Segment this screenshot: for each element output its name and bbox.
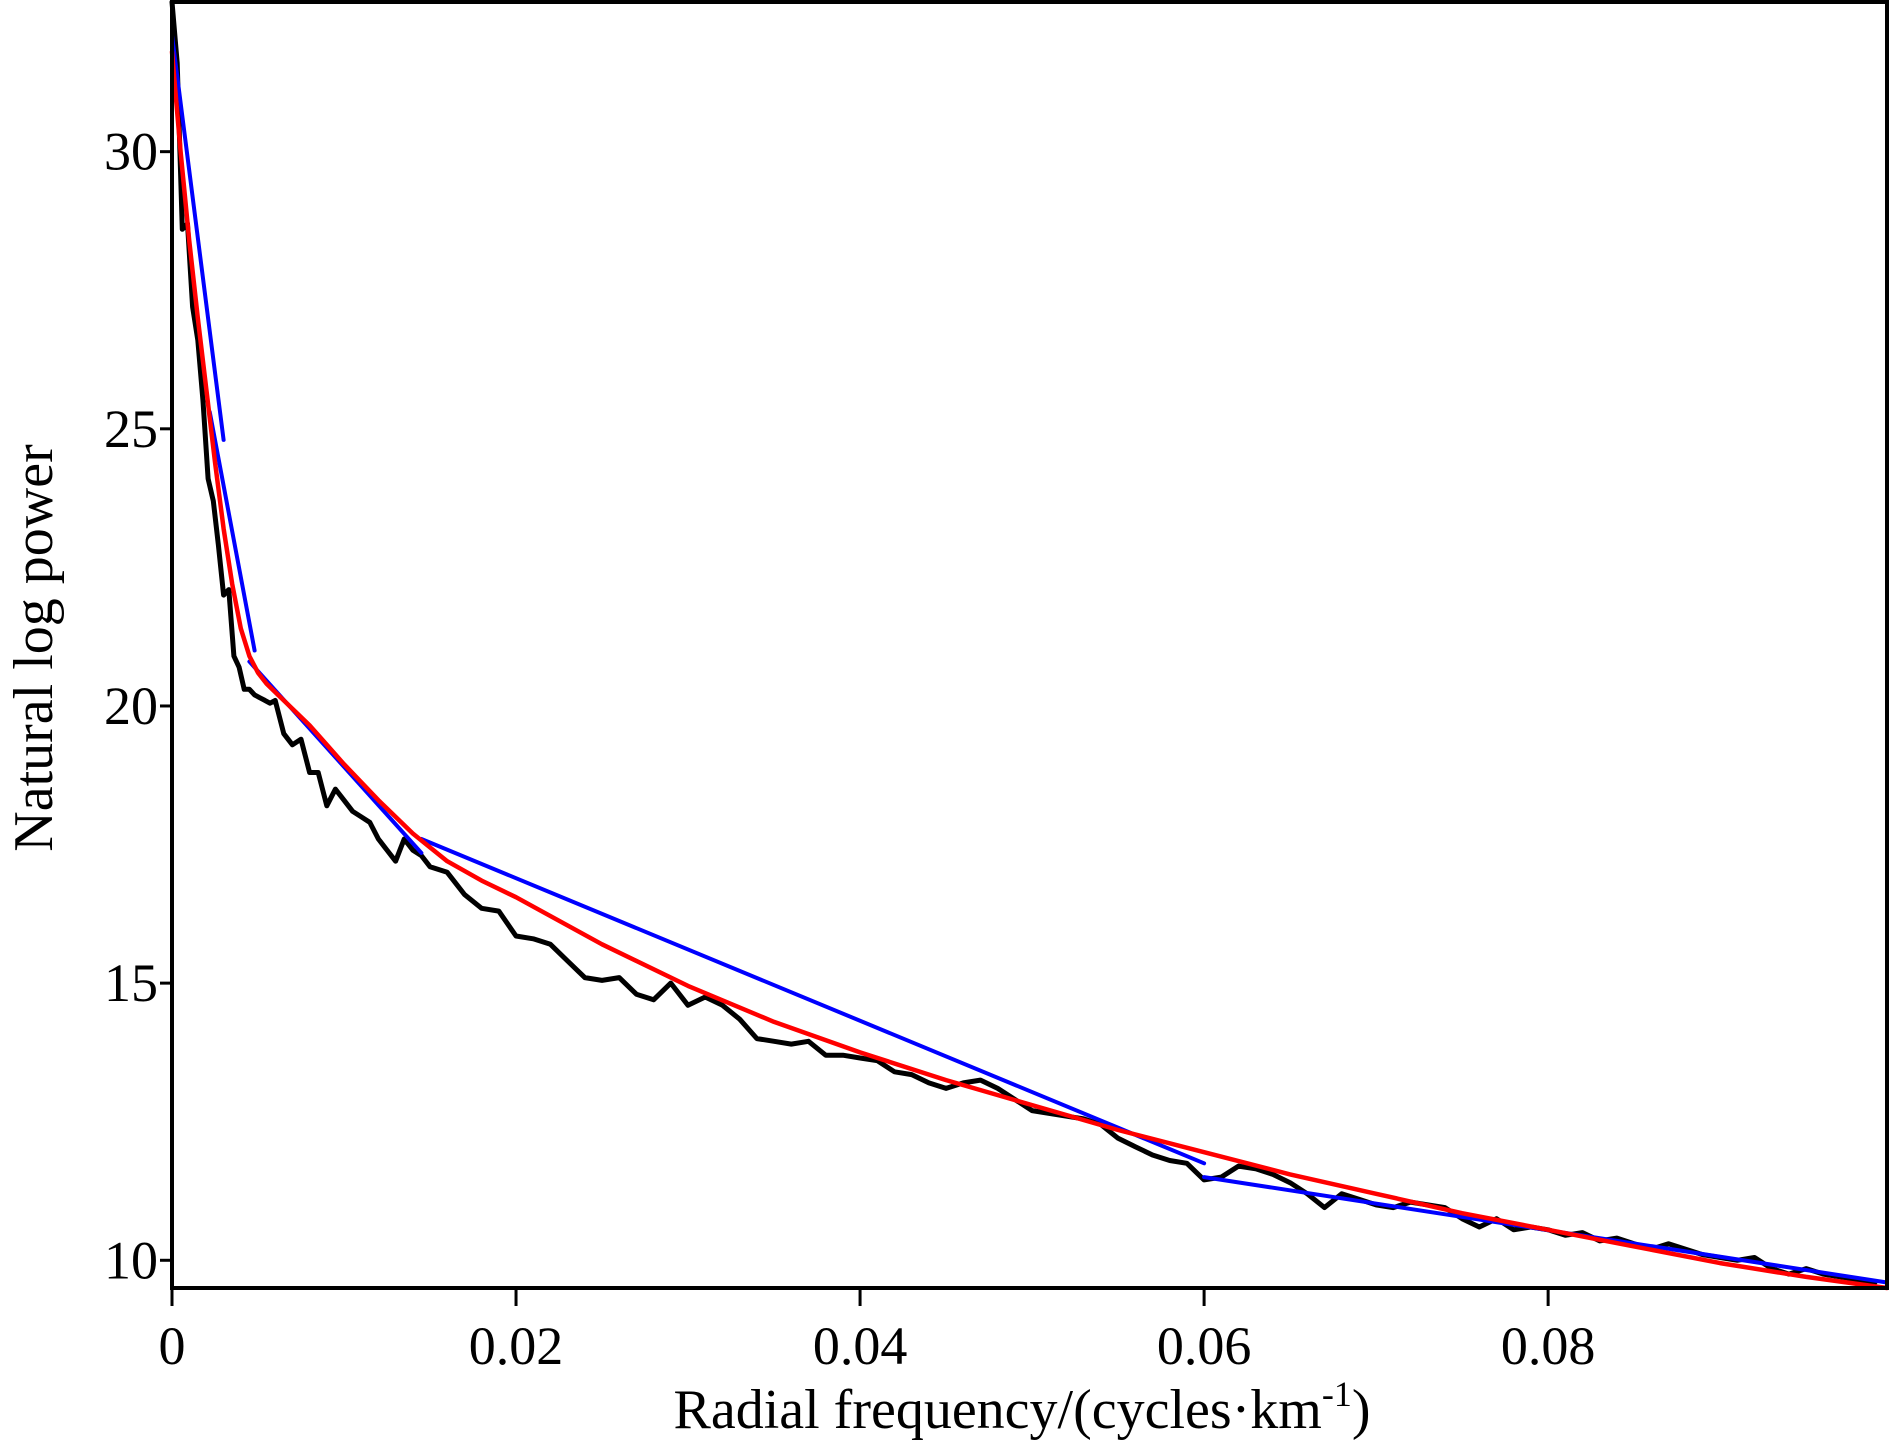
y-tick-label: 30: [104, 122, 158, 182]
y-tick-label: 15: [104, 953, 158, 1013]
ticks-layer: 0 0.02 0.04 0.06 0.08 10 15 20 25 30: [104, 122, 1595, 1376]
y-axis-title: Natural log power: [3, 444, 65, 852]
x-tick-label: 0.08: [1501, 1316, 1596, 1376]
x-axis-title-main: Radial frequency/(cycles·km: [673, 1379, 1321, 1441]
x-tick-label: 0.06: [1157, 1316, 1252, 1376]
x-tick-label: 0: [159, 1316, 186, 1376]
fit-segment-line-1: [170, 33, 226, 442]
x-tick-label: 0.04: [813, 1316, 908, 1376]
x-axis-title: Radial frequency/(cycles·km-1): [673, 1374, 1370, 1441]
y-tick-label: 25: [104, 399, 158, 459]
x-tick-label: 0.02: [469, 1316, 564, 1376]
x-axis-title-suffix: ): [1352, 1379, 1371, 1441]
y-tick-label: 20: [104, 676, 158, 736]
fitted-curve-line: [169, 49, 1889, 1291]
y-tick-label: 10: [104, 1230, 158, 1290]
fit-segment-line-4: [419, 837, 1207, 1166]
x-axis-title-superscript: -1: [1322, 1374, 1352, 1414]
fit-segment-line-2: [207, 410, 257, 653]
series-layer: [169, 0, 1889, 1291]
plot-frame: [170, 0, 1889, 1290]
